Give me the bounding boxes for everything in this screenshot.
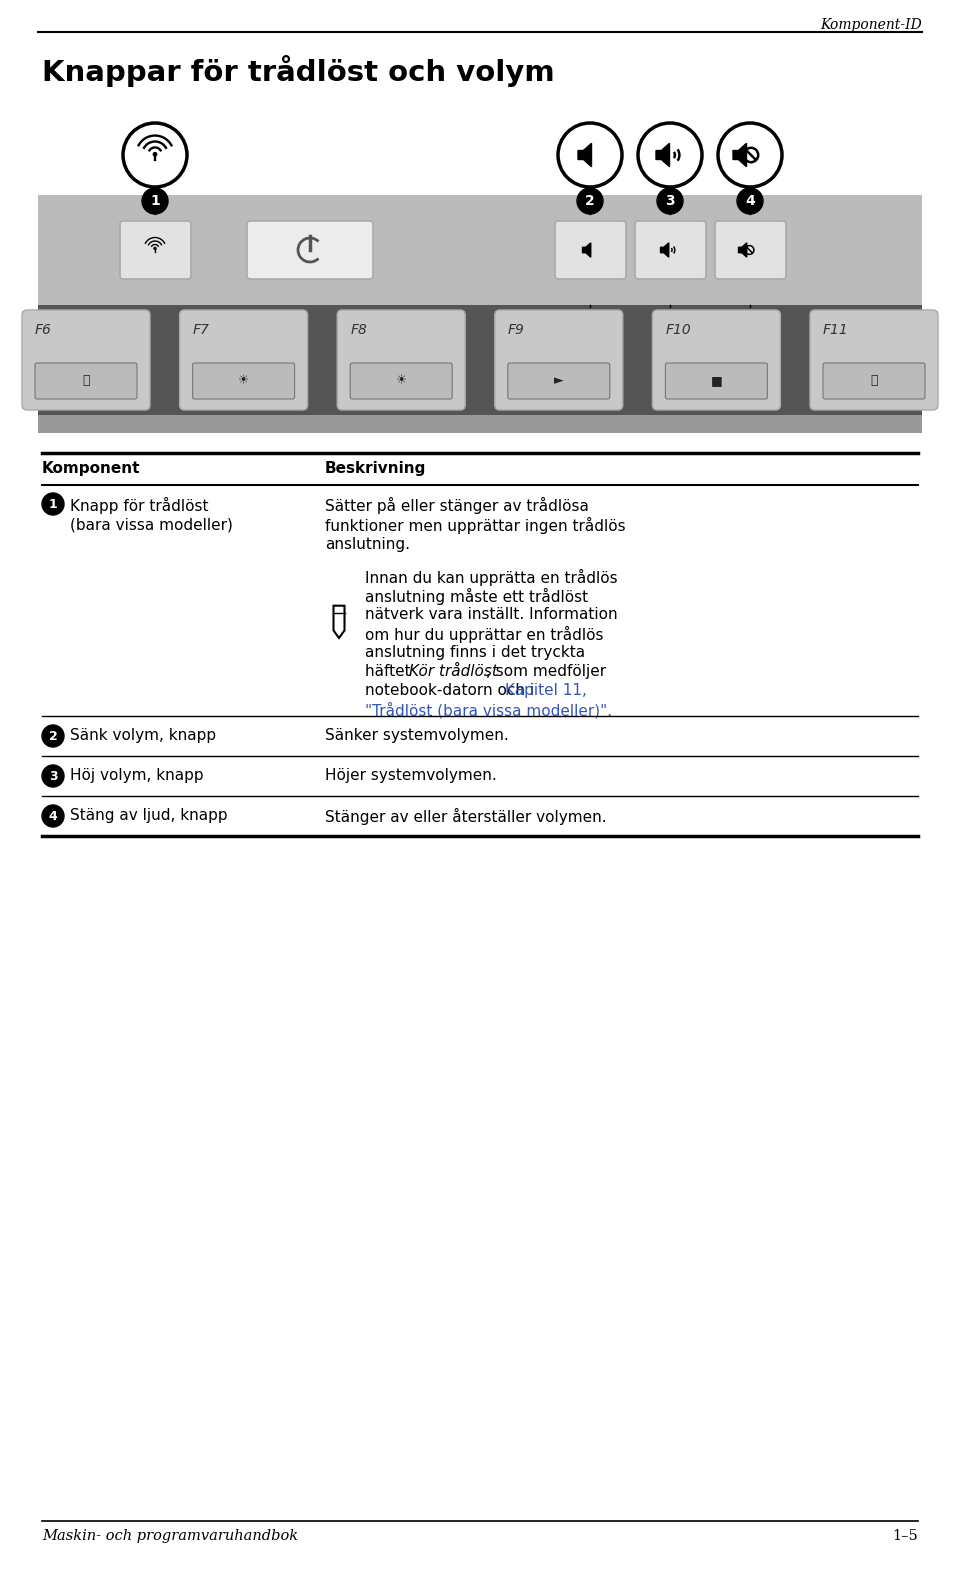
Polygon shape (733, 144, 747, 166)
Text: , som medföljer: , som medföljer (486, 664, 606, 678)
Text: "Trådlöst (bara vissa modeller)".: "Trådlöst (bara vissa modeller)". (365, 702, 612, 718)
FancyBboxPatch shape (38, 305, 922, 414)
FancyBboxPatch shape (715, 221, 786, 278)
Text: nätverk vara inställt. Information: nätverk vara inställt. Information (365, 607, 617, 621)
Text: Kör trådlöst: Kör trådlöst (410, 664, 498, 678)
Text: ⚿: ⚿ (83, 375, 89, 387)
Text: Komponent-ID: Komponent-ID (820, 17, 922, 32)
Text: Sätter på eller stänger av trådlösa: Sätter på eller stänger av trådlösa (325, 496, 588, 514)
Circle shape (42, 805, 64, 827)
Text: F11: F11 (823, 323, 849, 337)
Text: Sänk volym, knapp: Sänk volym, knapp (70, 727, 216, 743)
FancyBboxPatch shape (38, 194, 922, 305)
FancyBboxPatch shape (555, 221, 626, 278)
Text: ►: ► (554, 375, 564, 387)
Text: F8: F8 (350, 323, 367, 337)
Text: funktioner men upprättar ingen trådlös: funktioner men upprättar ingen trådlös (325, 517, 626, 534)
Text: Sänker systemvolymen.: Sänker systemvolymen. (325, 727, 509, 743)
Text: anslutning måste ett trådlöst: anslutning måste ett trådlöst (365, 588, 588, 606)
Text: F10: F10 (665, 323, 691, 337)
Text: 1: 1 (150, 194, 160, 209)
FancyBboxPatch shape (635, 221, 706, 278)
Text: anslutning.: anslutning. (325, 538, 410, 552)
Text: ■: ■ (710, 375, 722, 387)
FancyBboxPatch shape (38, 414, 922, 433)
Text: ☀: ☀ (396, 375, 407, 387)
FancyBboxPatch shape (180, 310, 307, 409)
Circle shape (42, 493, 64, 515)
Polygon shape (660, 243, 669, 258)
FancyBboxPatch shape (653, 310, 780, 409)
Text: Stänger av eller återställer volymen.: Stänger av eller återställer volymen. (325, 808, 607, 825)
Circle shape (42, 726, 64, 746)
Text: häftet: häftet (365, 664, 416, 678)
FancyBboxPatch shape (120, 221, 191, 278)
FancyBboxPatch shape (337, 310, 466, 409)
FancyBboxPatch shape (508, 364, 610, 398)
Circle shape (123, 123, 187, 187)
Text: Maskin- och programvaruhandbok: Maskin- och programvaruhandbok (42, 1529, 299, 1543)
FancyBboxPatch shape (247, 221, 373, 278)
Circle shape (42, 765, 64, 787)
Text: 4: 4 (49, 809, 58, 822)
Text: Höjer systemvolymen.: Höjer systemvolymen. (325, 768, 496, 783)
Circle shape (718, 123, 782, 187)
FancyBboxPatch shape (35, 364, 137, 398)
Text: F9: F9 (508, 323, 525, 337)
Polygon shape (656, 144, 669, 166)
Text: 3: 3 (665, 194, 675, 209)
Text: 2: 2 (49, 729, 58, 743)
Text: Komponent: Komponent (42, 462, 140, 476)
Text: Höj volym, knapp: Höj volym, knapp (70, 768, 204, 783)
FancyBboxPatch shape (350, 364, 452, 398)
FancyBboxPatch shape (665, 364, 767, 398)
Circle shape (577, 188, 603, 213)
Text: (bara vissa modeller): (bara vissa modeller) (70, 517, 233, 531)
FancyBboxPatch shape (810, 310, 938, 409)
Circle shape (142, 188, 168, 213)
Text: anslutning finns i det tryckta: anslutning finns i det tryckta (365, 645, 586, 659)
Text: 3: 3 (49, 770, 58, 783)
Text: 1–5: 1–5 (892, 1529, 918, 1543)
Polygon shape (583, 243, 590, 258)
Text: om hur du upprättar en trådlös: om hur du upprättar en trådlös (365, 626, 604, 643)
Text: F6: F6 (35, 323, 52, 337)
Text: Stäng av ljud, knapp: Stäng av ljud, knapp (70, 808, 228, 824)
Text: 4: 4 (745, 194, 755, 209)
Text: Kapitel 11,: Kapitel 11, (505, 683, 587, 697)
FancyBboxPatch shape (22, 310, 150, 409)
Text: 2: 2 (586, 194, 595, 209)
FancyBboxPatch shape (193, 364, 295, 398)
Text: ⏮: ⏮ (871, 375, 877, 387)
Circle shape (657, 188, 683, 213)
Circle shape (558, 123, 622, 187)
FancyBboxPatch shape (823, 364, 925, 398)
Text: 1: 1 (49, 498, 58, 511)
Polygon shape (578, 144, 591, 166)
Text: notebook-datorn och i: notebook-datorn och i (365, 683, 539, 697)
Polygon shape (738, 243, 747, 258)
Circle shape (737, 188, 763, 213)
Text: Beskrivning: Beskrivning (325, 462, 426, 476)
Text: F7: F7 (193, 323, 209, 337)
Text: Knappar för trådlöst och volym: Knappar för trådlöst och volym (42, 55, 555, 87)
Circle shape (638, 123, 702, 187)
Text: Knapp för trådlöst: Knapp för trådlöst (70, 496, 208, 514)
Text: ☀: ☀ (238, 375, 250, 387)
Text: Innan du kan upprätta en trådlös: Innan du kan upprätta en trådlös (365, 569, 617, 587)
FancyBboxPatch shape (494, 310, 623, 409)
Circle shape (154, 248, 156, 250)
Circle shape (154, 152, 156, 157)
